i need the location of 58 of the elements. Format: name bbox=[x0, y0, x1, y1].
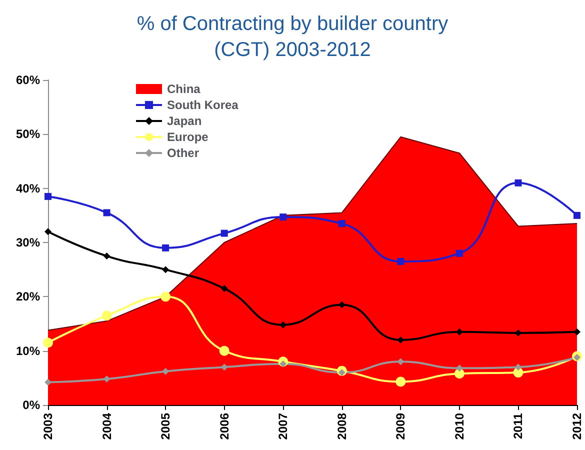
point bbox=[397, 336, 404, 344]
y-tick-label: 50% bbox=[16, 127, 40, 142]
legend-label: South Korea bbox=[167, 98, 239, 112]
point bbox=[160, 292, 171, 302]
legend-label: Europe bbox=[167, 130, 209, 144]
point bbox=[103, 209, 110, 216]
point bbox=[103, 376, 110, 382]
y-tick-label: 20% bbox=[16, 290, 40, 304]
point bbox=[44, 192, 52, 200]
point bbox=[220, 285, 228, 292]
point bbox=[338, 301, 346, 308]
legend-label: Japan bbox=[167, 114, 202, 128]
x-tick-label: 2012 bbox=[570, 412, 584, 440]
chart-title: % of Contracting by builder country (CGT) 2003-2012 bbox=[136, 13, 448, 61]
point bbox=[514, 179, 522, 186]
y-tick-label: 60% bbox=[16, 73, 40, 87]
point bbox=[396, 376, 406, 387]
point bbox=[43, 338, 53, 348]
point bbox=[103, 252, 110, 260]
point bbox=[162, 266, 170, 274]
point bbox=[514, 364, 522, 371]
x-tick-label: 2005 bbox=[158, 412, 173, 440]
point bbox=[162, 368, 170, 375]
point bbox=[338, 220, 346, 228]
x-tick-label: 2003 bbox=[41, 412, 55, 440]
point bbox=[456, 250, 463, 257]
point bbox=[220, 364, 228, 371]
x-tick-label: 2010 bbox=[452, 412, 466, 440]
point bbox=[280, 214, 287, 221]
legend-label: China bbox=[167, 82, 201, 96]
x-tick-label: 2007 bbox=[276, 412, 290, 440]
point bbox=[514, 329, 522, 336]
y-tick-label: 10% bbox=[16, 344, 40, 358]
point bbox=[338, 369, 346, 376]
y-tick-label: 0% bbox=[22, 398, 40, 412]
point bbox=[574, 354, 580, 361]
point bbox=[162, 244, 170, 252]
x-tick-label: 2009 bbox=[394, 412, 408, 440]
point bbox=[102, 310, 112, 321]
point bbox=[397, 358, 404, 366]
point bbox=[574, 328, 580, 336]
point bbox=[44, 378, 52, 386]
point bbox=[280, 360, 287, 368]
y-tick-label: 40% bbox=[16, 181, 40, 196]
x-tick-label: 2004 bbox=[100, 412, 114, 440]
point bbox=[397, 258, 404, 265]
x-tick-label: 2006 bbox=[217, 412, 232, 440]
x-tick-label: 2011 bbox=[511, 412, 526, 440]
point bbox=[44, 228, 52, 236]
point bbox=[220, 230, 228, 237]
point bbox=[456, 328, 463, 336]
x-tick-label: 2008 bbox=[334, 412, 349, 440]
point bbox=[574, 212, 580, 219]
legend-label: Other bbox=[167, 146, 200, 160]
point bbox=[456, 364, 463, 372]
point bbox=[219, 346, 230, 356]
point bbox=[280, 321, 287, 328]
y-tick-label: 30% bbox=[16, 236, 40, 250]
